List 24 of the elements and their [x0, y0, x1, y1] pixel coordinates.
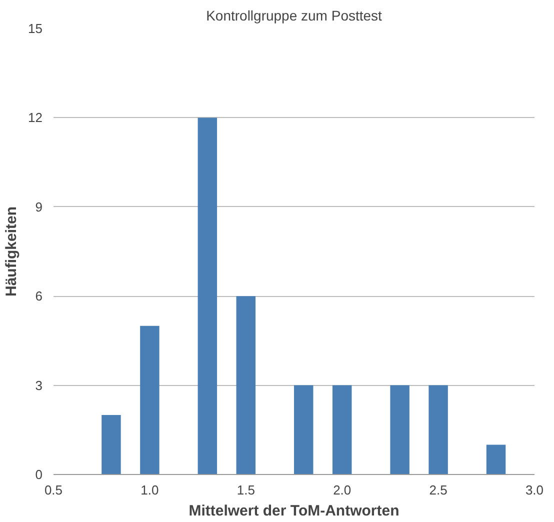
x-tick-label: 2.5 [429, 482, 448, 498]
y-tick-label: 12 [28, 110, 43, 126]
bar [140, 326, 160, 474]
x-tick-label: 1.0 [140, 482, 159, 498]
bar [332, 385, 352, 474]
chart-title: Kontrollgruppe zum Posttest [206, 8, 382, 24]
x-tick-label: 2.0 [333, 482, 352, 498]
bar [294, 385, 314, 474]
x-axis-title: Mittelwert der ToM-Antworten [188, 502, 400, 520]
x-tick-label: 3.0 [525, 482, 544, 498]
bar [236, 296, 256, 474]
x-tick-label: 0.5 [44, 482, 63, 498]
x-tick-label: 1.5 [236, 482, 255, 498]
bar [428, 385, 448, 474]
y-tick-label: 15 [28, 21, 43, 36]
y-tick-label: 0 [35, 467, 43, 482]
bar [390, 385, 410, 474]
y-tick-label: 6 [35, 288, 43, 304]
y-axis-title: Häufigkeiten [3, 206, 20, 297]
y-tick-label: 3 [35, 378, 43, 393]
bar [486, 444, 506, 474]
bar [102, 415, 121, 474]
bar [198, 118, 218, 474]
y-tick-label: 9 [35, 199, 43, 214]
